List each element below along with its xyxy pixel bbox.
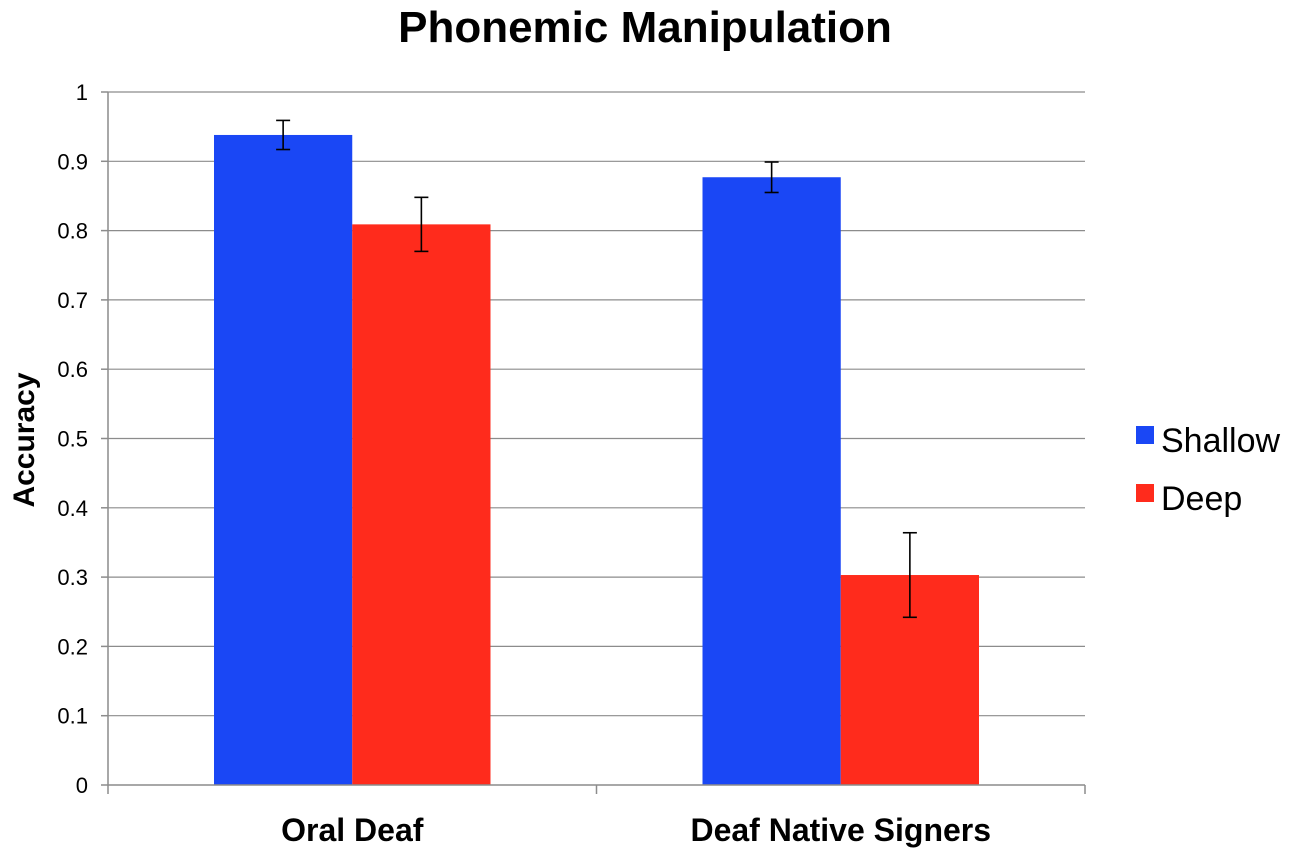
y-tick-label: 0.6 <box>57 357 88 382</box>
x-category-label: Oral Deaf <box>281 812 424 848</box>
bar <box>352 224 491 785</box>
y-axis-ticks: 0 0.1 0.2 0.3 0.4 0.5 0.6 0.7 0.8 0.9 1 <box>57 80 108 798</box>
x-category-label: Deaf Native Signers <box>690 812 991 848</box>
y-tick-label: 0.2 <box>57 634 88 659</box>
y-tick-label: 1 <box>76 80 88 105</box>
y-tick-label: 0.4 <box>57 496 88 521</box>
chart-title: Phonemic Manipulation <box>398 3 892 52</box>
x-axis-labels: Oral Deaf Deaf Native Signers <box>281 812 991 848</box>
legend-label: Shallow <box>1161 422 1281 460</box>
legend-swatch <box>1136 484 1154 502</box>
y-tick-label: 0.1 <box>57 704 88 729</box>
y-tick-label: 0.9 <box>57 149 88 174</box>
y-tick-label: 0.3 <box>57 565 88 590</box>
error-bars <box>276 119 917 619</box>
legend-label: Deep <box>1161 480 1242 518</box>
y-tick-label: 0.7 <box>57 288 88 313</box>
bar <box>702 177 841 785</box>
y-tick-label: 0.5 <box>57 427 88 452</box>
y-tick-label: 0.8 <box>57 219 88 244</box>
bars <box>214 134 979 785</box>
legend: Shallow Deep <box>1136 422 1281 518</box>
axes <box>107 92 1086 794</box>
y-tick-label: 0 <box>76 773 88 798</box>
legend-swatch <box>1136 426 1154 444</box>
y-axis-label: Accuracy <box>8 372 41 507</box>
bar <box>214 134 353 785</box>
